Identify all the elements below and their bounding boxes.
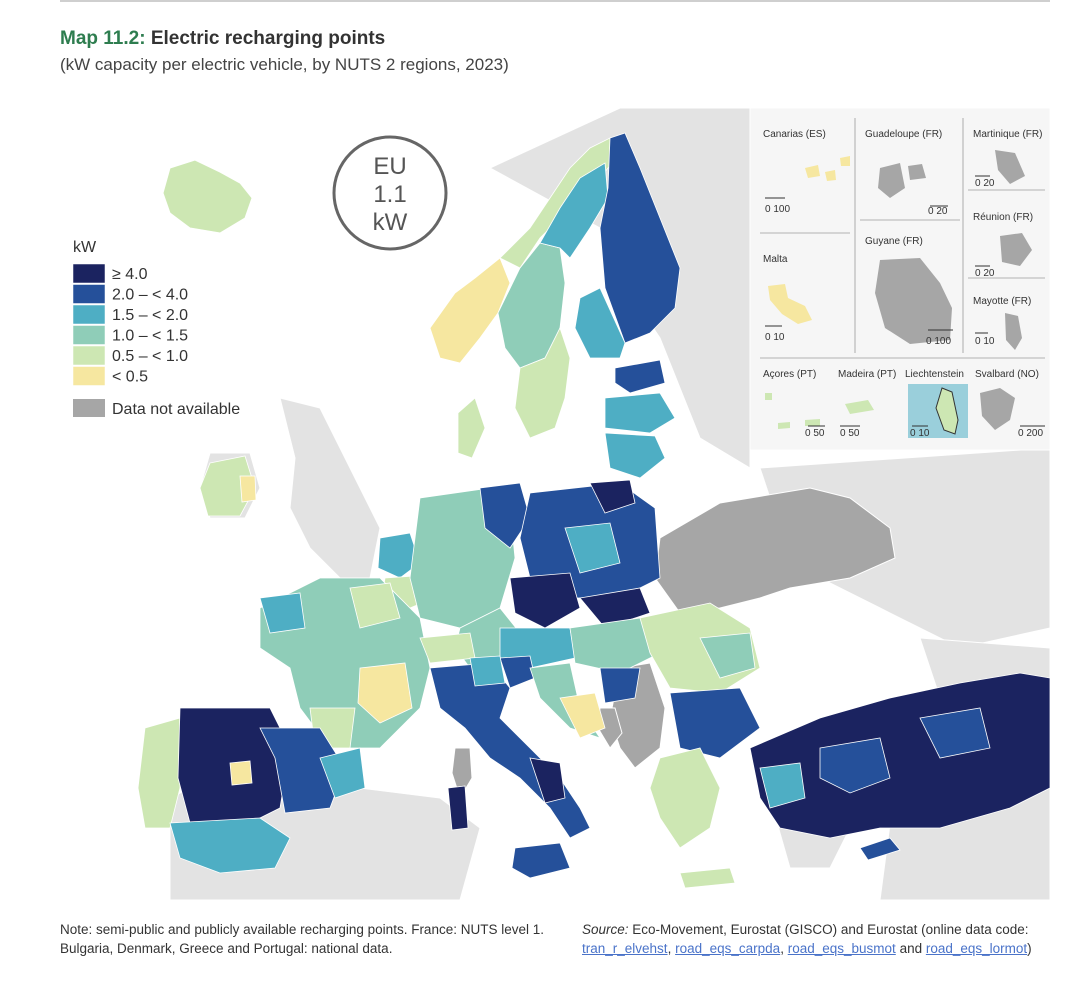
source-and: and — [899, 941, 923, 956]
inset-svalbard-label: Svalbard (NO) — [975, 369, 1039, 380]
map-title-text: Electric recharging points — [150, 28, 386, 49]
legend-swatch — [72, 284, 106, 304]
legend-swatch — [72, 345, 106, 366]
inset-reunion-shape — [1000, 233, 1032, 266]
top-rule — [60, 0, 1050, 2]
eu-badge-line1: EU — [373, 153, 406, 180]
legend-label: 2.0 – < 4.0 — [112, 287, 188, 304]
inset-acores-label: Açores (PT) — [763, 369, 816, 380]
inset-guyane-label: Guyane (FR) — [865, 236, 923, 247]
legend-swatch — [72, 304, 106, 325]
source-code-link[interactable]: road_eqs_busmot — [787, 941, 896, 956]
map-label: Map 11.2: — [60, 28, 146, 49]
source-code-link[interactable]: road_eqs_carpda — [675, 941, 781, 956]
map-subtitle: (kW capacity per electric vehicle, by NU… — [60, 55, 509, 74]
legend-label: 1.0 – < 1.5 — [112, 328, 188, 345]
legend-swatch-na — [73, 399, 105, 417]
inset-guadeloupe-label: Guadeloupe (FR) — [865, 129, 942, 140]
legend-label: 1.5 – < 2.0 — [112, 307, 188, 324]
source-close: ) — [1027, 941, 1032, 956]
inset-svalbard-scale: 0 200 — [1018, 428, 1043, 439]
legend-label: 0.5 – < 1.0 — [112, 348, 188, 365]
legend-label-na: Data not available — [112, 401, 240, 418]
source-code-link[interactable]: tran_r_elvehst — [582, 941, 668, 956]
eu-badge-value: 1.1 — [373, 181, 406, 208]
inset-guadeloupe-shape — [878, 163, 926, 198]
inset-liechtenstein-label: Liechtenstein — [905, 369, 964, 380]
inset-canarias-label: Canarias (ES) — [763, 129, 826, 140]
inset-liechtenstein-scale: 0 10 — [910, 428, 930, 439]
eu-average-badge: EU 1.1 kW — [332, 135, 448, 251]
footnote: Note: semi-public and publicly available… — [60, 922, 544, 956]
inset-mayotte-scale: 0 10 — [975, 336, 995, 347]
map-title: Map 11.2: Electric recharging points — [60, 28, 385, 50]
legend-swatch — [72, 325, 106, 345]
regions — [137, 132, 1050, 889]
inset-mayotte-shape — [1005, 313, 1022, 350]
eu-badge-unit: kW — [373, 209, 408, 236]
inset-guadeloupe-scale: 0 20 — [928, 206, 948, 217]
source-separator: , — [780, 941, 784, 956]
source-label: Source: — [582, 922, 629, 937]
inset-canarias-scale: 0 100 — [765, 204, 790, 215]
inset-reunion-scale: 0 20 — [975, 268, 995, 279]
inset-panel: Canarias (ES) 0 100 Guadeloupe (FR) 0 20… — [749, 108, 1050, 451]
inset-martinique-shape — [995, 150, 1025, 184]
inset-svalbard-shape — [980, 388, 1015, 430]
map-figure: EU 1.1 kW kW ≥ 4.0 2.0 – < 4.0 1.5 – < 2.0… — [60, 108, 1050, 900]
legend-unit: kW — [73, 239, 97, 256]
inset-martinique-scale: 0 20 — [975, 178, 995, 189]
region-iceland — [162, 159, 253, 234]
inset-mayotte-label: Mayotte (FR) — [973, 296, 1031, 307]
inset-malta-scale: 0 10 — [765, 332, 785, 343]
inset-madeira-scale: 0 50 — [840, 428, 860, 439]
source-separator: , — [667, 941, 672, 956]
legend-swatch — [72, 263, 106, 284]
legend: kW ≥ 4.0 2.0 – < 4.0 1.5 – < 2.0 1.0 – < 1.… — [72, 239, 240, 418]
inset-malta-shape — [768, 284, 812, 324]
inset-martinique-label: Martinique (FR) — [973, 129, 1042, 140]
source-code-link[interactable]: road_eqs_lormot — [925, 941, 1028, 956]
inset-reunion-label: Réunion (FR) — [973, 212, 1033, 223]
inset-madeira-shape — [845, 400, 874, 414]
legend-label: ≥ 4.0 — [112, 266, 148, 283]
inset-guyane-shape — [875, 258, 952, 344]
inset-canarias-shape — [805, 156, 850, 181]
inset-acores-scale: 0 50 — [805, 428, 825, 439]
inset-liechtenstein-shape — [935, 387, 959, 435]
inset-acores-shape — [765, 393, 820, 429]
inset-malta-label: Malta — [763, 254, 788, 265]
inset-guyane-scale: 0 100 — [926, 336, 951, 347]
source-text: Eco-Movement, Eurostat (GISCO) and Euros… — [632, 922, 1029, 937]
source-note: Source: Eco-Movement, Eurostat (GISCO) a… — [582, 920, 1042, 958]
map-canvas: EU 1.1 kW kW ≥ 4.0 2.0 – < 4.0 1.5 – < 2.0… — [60, 108, 1050, 900]
legend-label: < 0.5 — [112, 369, 148, 386]
legend-swatch — [72, 366, 106, 386]
inset-madeira-label: Madeira (PT) — [838, 369, 896, 380]
